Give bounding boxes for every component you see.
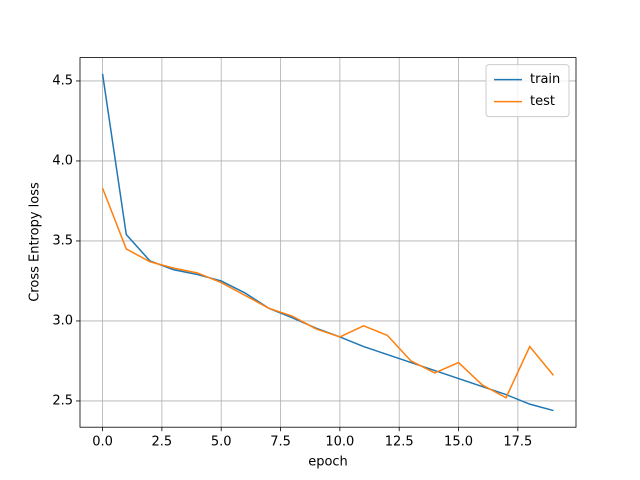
x-tick-label: 7.5 xyxy=(270,435,291,450)
y-tick-label: 3.0 xyxy=(52,313,73,328)
x-tick-label: 0.0 xyxy=(92,435,113,450)
legend-box xyxy=(485,64,570,118)
x-tick-label: 17.5 xyxy=(503,435,532,450)
legend-label: train xyxy=(530,72,560,87)
y-tick-label: 4.0 xyxy=(52,153,73,168)
x-tick-label: 2.5 xyxy=(152,435,173,450)
plot-frame xyxy=(79,57,577,428)
x-tick-label: 12.5 xyxy=(385,435,414,450)
y-tick-label: 3.5 xyxy=(52,233,73,248)
line-series xyxy=(101,187,555,399)
legend-label: test xyxy=(530,94,555,109)
y-axis-label: Cross Entropy loss xyxy=(28,182,43,302)
x-tick-label: 10.0 xyxy=(325,435,354,450)
x-axis-label: epoch xyxy=(308,455,348,470)
y-tick-label: 4.5 xyxy=(52,73,73,88)
y-tick-label: 2.5 xyxy=(52,393,73,408)
x-tick-label: 15.0 xyxy=(444,435,473,450)
line-series xyxy=(101,73,554,412)
x-tick-label: 5.0 xyxy=(211,435,232,450)
